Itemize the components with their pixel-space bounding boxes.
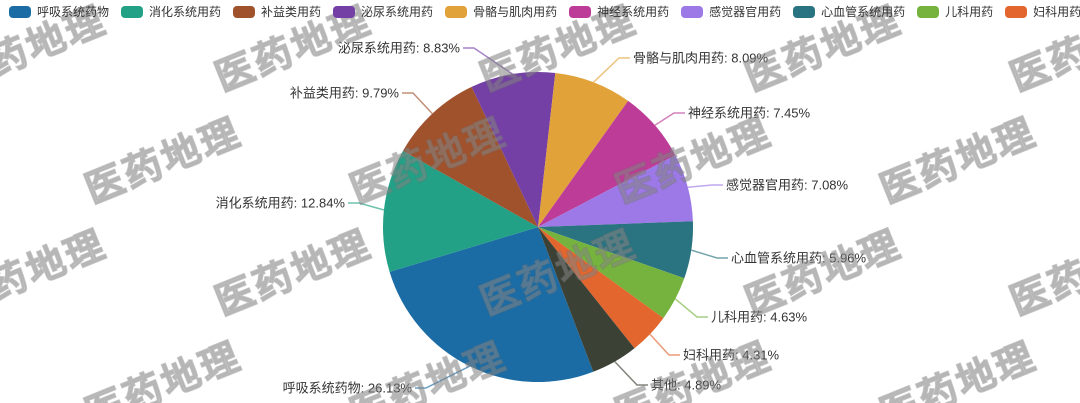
label-leader-line-sensory	[687, 184, 723, 188]
legend-item-tonic[interactable]: 补益类用药	[233, 5, 321, 19]
pie-slice-tonic[interactable]	[403, 86, 538, 228]
legend-label: 泌尿系统用药	[361, 5, 434, 19]
slice-label-respiratory: 呼吸系统药物: 26.13%	[283, 381, 413, 396]
legend-item-musculoskeletal[interactable]: 骨骼与肌肉用药	[445, 5, 557, 19]
pie-slice-pediatric[interactable]	[538, 227, 685, 319]
label-leader-line-pediatric	[674, 298, 708, 318]
legend-label: 神经系统用药	[597, 5, 670, 19]
legend-label: 儿科用药	[945, 5, 994, 19]
label-leader-line-urinary	[463, 47, 513, 75]
label-leader-line-musculoskeletal	[592, 57, 630, 83]
pie-slice-other[interactable]	[538, 227, 635, 372]
slice-label-cardiovascular: 心血管系统用药: 5.96%	[731, 251, 867, 266]
legend-item-urinary[interactable]: 泌尿系统用药	[333, 5, 433, 19]
label-leader-line-respiratory	[415, 365, 471, 389]
legend-label: 呼吸系统药物	[37, 5, 110, 19]
legend: 呼吸系统药物 消化系统用药 补益类用药 泌尿系统用药 骨骼与肌肉用药 神经系统用药 感觉器官…	[9, 5, 1080, 19]
slice-label-urinary: 泌尿系统用药: 8.83%	[338, 41, 461, 56]
legend-swatch-icon	[233, 6, 256, 18]
label-leader-line-gynecological	[649, 333, 680, 356]
slice-label-musculoskeletal: 骨骼与肌肉用药: 8.09%	[633, 51, 769, 66]
pie-slice-urinary[interactable]	[471, 72, 556, 228]
legend-item-gynecological[interactable]: 妇科用药	[1005, 5, 1080, 19]
pie-slice-sensory[interactable]	[538, 155, 693, 227]
label-leader-line-other	[614, 361, 648, 386]
legend-swatch-icon	[9, 6, 31, 18]
label-leader-line-cardiovascular	[691, 249, 728, 259]
legend-label: 感觉器官用药	[709, 5, 782, 19]
legend-swatch-icon	[1005, 6, 1028, 18]
legend-swatch-icon	[917, 6, 940, 18]
slice-label-sensory: 感觉器官用药: 7.08%	[726, 178, 849, 193]
pie-slice-nervous[interactable]	[538, 100, 676, 227]
label-leader-line-nervous	[654, 112, 685, 126]
legend-label: 心血管系统用药	[821, 5, 906, 19]
slice-label-gynecological: 妇科用药: 4.31%	[683, 348, 780, 363]
legend-swatch-icon	[121, 6, 144, 18]
pie-slice-respiratory[interactable]	[389, 227, 594, 383]
legend-label: 消化系统用药	[149, 5, 222, 19]
legend-swatch-icon	[681, 6, 704, 18]
legend-label: 补益类用药	[261, 5, 322, 19]
pie-slice-cardiovascular[interactable]	[538, 221, 694, 279]
slice-label-tonic: 补益类用药: 9.79%	[290, 86, 400, 101]
legend-swatch-icon	[793, 6, 816, 18]
legend-swatch-icon	[333, 6, 356, 18]
pie-slice-digestive[interactable]	[382, 150, 538, 272]
legend-item-pediatric[interactable]: 儿科用药	[917, 5, 993, 19]
legend-label: 骨骼与肌肉用药	[473, 5, 558, 19]
slice-label-digestive: 消化系统用药: 12.84%	[216, 196, 346, 211]
label-leader-line-tonic	[402, 92, 433, 115]
slice-label-other: 其他: 4.89%	[651, 378, 722, 393]
label-leader-line-digestive	[348, 202, 385, 211]
legend-item-sensory[interactable]: 感觉器官用药	[681, 5, 781, 19]
legend-swatch-icon	[445, 6, 468, 18]
slice-label-pediatric: 儿科用药: 4.63%	[711, 310, 808, 325]
legend-item-respiratory[interactable]: 呼吸系统药物	[9, 5, 109, 19]
slice-label-nervous: 神经系统用药: 7.45%	[688, 106, 811, 121]
legend-swatch-icon	[569, 6, 592, 18]
legend-item-digestive[interactable]: 消化系统用药	[121, 5, 221, 19]
legend-label: 妇科用药	[1033, 5, 1080, 19]
legend-item-cardiovascular[interactable]: 心血管系统用药	[793, 5, 905, 19]
pie-slice-gynecological[interactable]	[538, 227, 664, 349]
legend-item-nervous[interactable]: 神经系统用药	[569, 5, 669, 19]
pie-slice-musculoskeletal[interactable]	[538, 73, 629, 227]
